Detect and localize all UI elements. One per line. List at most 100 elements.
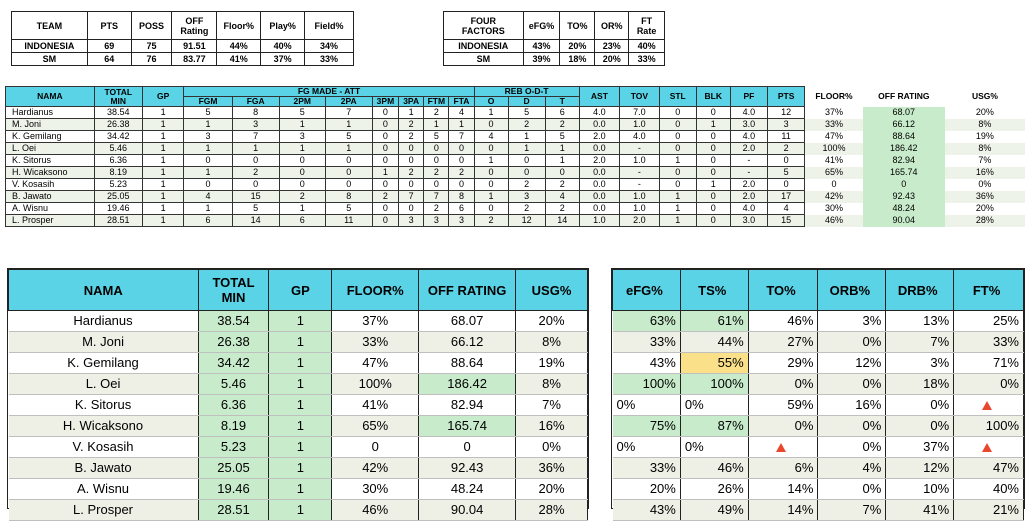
cell-off-rating: 68.07 bbox=[862, 106, 945, 119]
cell-total-min: 5.23 bbox=[198, 436, 270, 458]
cell-tov: 2.0 bbox=[619, 214, 660, 227]
cell-tov: - bbox=[619, 166, 660, 179]
cell-2pa: 0 bbox=[324, 154, 373, 167]
cell-2pa: 1 bbox=[324, 142, 373, 155]
header-off-rating: OFF RATING bbox=[418, 269, 517, 311]
table-row: M. Joni 26.38 1 33% 66.12 8% bbox=[8, 331, 588, 353]
advanced-stats-right-table: eFG% TS% TO% ORB% DRB% FT% 63% 61% 46% 3% 13% 25% 33… bbox=[612, 269, 1024, 521]
cell-total-min: 6.36 bbox=[93, 154, 143, 167]
cell-off-rating: 82.94 bbox=[862, 154, 945, 167]
cell-efg: 0% bbox=[612, 436, 681, 458]
table-row: V. Kosasih 5.23 1 0 0 0 0 0 0 0 0 0 2 2 0.0-0 1 2.0 0 0 0 0% bbox=[5, 178, 1026, 191]
cell-reb-o: 4 bbox=[473, 130, 509, 143]
header-reb-o: O bbox=[473, 96, 509, 107]
cell-fta: 6 bbox=[448, 202, 475, 215]
cell-usg: 28% bbox=[515, 499, 588, 521]
cell-reb-o: 1 bbox=[473, 106, 509, 119]
cell-to: 14% bbox=[748, 478, 819, 500]
cell-total-min: 38.54 bbox=[198, 310, 270, 332]
cell-gp: 1 bbox=[141, 178, 185, 191]
cell-off-rating: 0 bbox=[862, 178, 945, 191]
cell-2pa: 11 bbox=[324, 214, 373, 227]
cell-2pm: 1 bbox=[278, 142, 326, 155]
cell-ft-rate: 40% bbox=[628, 39, 665, 53]
cell-stl: 0 bbox=[658, 118, 697, 131]
table-row: 0% 0% 0% 37% bbox=[612, 436, 1024, 458]
cell-field: 34% bbox=[304, 39, 354, 53]
cell-off-rating: 165.74 bbox=[418, 415, 517, 437]
table-row: Hardianus 38.54 1 37% 68.07 20% bbox=[8, 310, 588, 332]
header-stl: STL bbox=[658, 86, 697, 107]
cell-pf: 3.0 bbox=[729, 118, 768, 131]
cell-usg: 28% bbox=[944, 214, 1025, 227]
cell-2pm: 6 bbox=[278, 214, 326, 227]
cell-ft: 71% bbox=[953, 352, 1024, 374]
cell-3pm: 0 bbox=[371, 154, 400, 167]
cell-ftm: 2 bbox=[423, 166, 450, 179]
cell-usg: 7% bbox=[978, 155, 992, 165]
header-or: OR% bbox=[594, 11, 630, 40]
table-row: SM 64 76 83.77 41% 37% 33% bbox=[11, 52, 354, 66]
cell-stl: 0 bbox=[658, 142, 697, 155]
cell-to: 6% bbox=[748, 457, 819, 479]
cell-fga: 2 bbox=[231, 166, 280, 179]
header-off-rating: OFF RATING bbox=[862, 86, 945, 107]
cell-blk: 1 bbox=[695, 178, 731, 191]
cell-nama: V. Kosasih bbox=[5, 178, 95, 191]
cell-nama: L. Prosper bbox=[5, 214, 95, 227]
cell-gp: 1 bbox=[268, 436, 333, 458]
cell-play: 37% bbox=[260, 52, 306, 66]
cell-nama: M. Joni bbox=[8, 331, 199, 353]
cell-total-min: 26.38 bbox=[198, 331, 270, 353]
cell-tov: 1.0 bbox=[619, 118, 660, 131]
cell-pts: 64 bbox=[86, 52, 132, 66]
cell-2pm: 1 bbox=[278, 202, 326, 215]
four-factors-table: FOUR FACTORS eFG% TO% OR% FT Rate INDONESIA 43%… bbox=[443, 11, 665, 66]
cell-total-min: 5.46 bbox=[198, 373, 270, 395]
cell-fgm: 1 bbox=[183, 202, 233, 215]
cell-total-min: 34.42 bbox=[198, 352, 270, 374]
cell-nama: K. Sitorus bbox=[5, 154, 95, 167]
cell-3pa: 3 bbox=[398, 214, 425, 227]
header-fta: FTA bbox=[448, 96, 475, 107]
cell-fgm: 0 bbox=[183, 178, 233, 191]
cell-reb-t: 0 bbox=[544, 166, 580, 179]
cell-3pm: 0 bbox=[371, 106, 400, 119]
cell-fta: 1 bbox=[448, 118, 475, 131]
cell-field: 33% bbox=[304, 52, 354, 66]
cell-reb-d: 3 bbox=[507, 190, 546, 203]
cell-pf: - bbox=[729, 154, 768, 167]
cell-ftm: 7 bbox=[423, 190, 450, 203]
header-nama: NAMA bbox=[8, 269, 199, 311]
table-row: 63% 61% 46% 3% 13% 25% bbox=[612, 310, 1024, 332]
cell-fgm: 5 bbox=[183, 106, 233, 119]
cell-fgm: 1 bbox=[183, 166, 233, 179]
cell-gp: 1 bbox=[141, 190, 185, 203]
cell-nama: K. Gemilang bbox=[8, 352, 199, 374]
cell-nama: A. Wisnu bbox=[5, 202, 95, 215]
cell-gp: 1 bbox=[268, 352, 333, 374]
header-ftm: FTM bbox=[423, 96, 450, 107]
cell-off-rating: 92.43 bbox=[418, 457, 517, 479]
header-play: Play% bbox=[260, 11, 306, 40]
cell-2pm: 0 bbox=[278, 154, 326, 167]
cell-off-rating: 66.12 bbox=[862, 118, 945, 131]
cell-gp: 1 bbox=[268, 415, 333, 437]
cell-stl: 0 bbox=[658, 106, 697, 119]
header-pts: PTS bbox=[766, 86, 806, 107]
cell-off-rating: 90.04 bbox=[418, 499, 517, 521]
cell-ts: 61% bbox=[680, 310, 749, 332]
header-efg: eFG% bbox=[522, 11, 561, 40]
cell-2pm: 1 bbox=[278, 118, 326, 131]
header-ast: AST bbox=[578, 86, 621, 107]
cell-gp: 1 bbox=[268, 478, 333, 500]
cell-ftm: 0 bbox=[423, 154, 450, 167]
cell-fga: 0 bbox=[231, 154, 280, 167]
cell-floor: 100% bbox=[804, 142, 863, 155]
cell-ts: 55% bbox=[680, 352, 749, 374]
cell-ast: 1.0 bbox=[578, 214, 621, 227]
cell-fgm: 0 bbox=[183, 154, 233, 167]
cell-ft-rate: 33% bbox=[628, 52, 665, 66]
cell-poss: 76 bbox=[130, 52, 173, 66]
cell-gp: 1 bbox=[268, 394, 333, 416]
